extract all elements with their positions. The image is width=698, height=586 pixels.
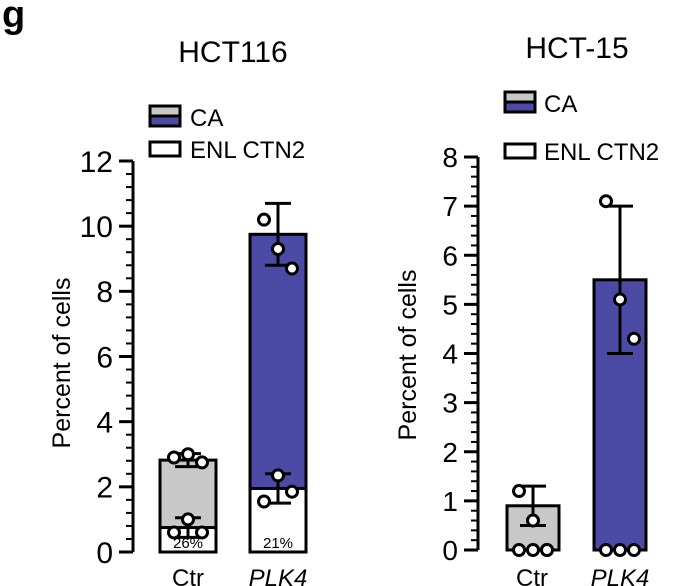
y-tick-label: 8 xyxy=(96,276,113,309)
y-tick-label: 12 xyxy=(80,146,113,179)
data-point-ca xyxy=(599,194,613,209)
legend: CA ENL CTN2 xyxy=(503,90,659,166)
data-point-ca xyxy=(285,261,299,276)
data-point-ca xyxy=(167,450,181,465)
data-point-ca xyxy=(195,455,209,470)
data-point-enl xyxy=(285,484,299,499)
legend-swatch-ca-bottom xyxy=(148,114,182,128)
legend: CA ENL CTN2 xyxy=(148,104,305,164)
y-axis-label: Percent of cells xyxy=(394,270,422,441)
plot-area xyxy=(505,194,648,557)
y-axis: 0 1 2 3 4 5 6 7 8 xyxy=(442,142,480,566)
legend-label-ca: CA xyxy=(190,105,223,132)
legend-swatch-enl xyxy=(148,140,182,158)
y-tick-label: 0 xyxy=(96,537,113,570)
data-point-ca xyxy=(526,513,540,528)
data-point-enl xyxy=(512,543,526,557)
x-axis-labels: Ctr PLK4 xyxy=(516,565,649,586)
y-tick-label: 6 xyxy=(96,341,113,374)
y-tick-label: 4 xyxy=(96,406,113,439)
data-point-ca xyxy=(613,292,627,307)
plot-area: 26% 21% xyxy=(158,201,308,554)
data-point-ca xyxy=(257,212,271,227)
y-tick-label: 3 xyxy=(442,388,458,419)
legend-label-ca: CA xyxy=(544,91,577,118)
legend-label-enl: ENL CTN2 xyxy=(544,139,659,166)
y-tick-label: 7 xyxy=(442,191,458,222)
y-tick-label: 1 xyxy=(442,486,458,517)
bar-percent-label: 21% xyxy=(263,535,293,552)
x-tick-label-plk4: PLK4 xyxy=(249,565,308,586)
data-point-ca xyxy=(512,484,526,499)
y-tick-label: 10 xyxy=(80,211,113,244)
panel-letter: g xyxy=(2,0,26,36)
data-point-enl xyxy=(599,543,613,557)
y-tick-label: 2 xyxy=(442,437,458,468)
data-point-ca xyxy=(181,447,195,462)
y-axis: 0 2 4 6 8 10 12 xyxy=(80,146,135,570)
x-tick-label-ctr: Ctr xyxy=(516,565,548,586)
data-point-enl xyxy=(257,494,271,509)
y-tick-label: 2 xyxy=(96,472,113,505)
x-axis-labels: Ctr PLK4 xyxy=(172,565,307,586)
data-point-enl xyxy=(627,543,641,557)
y-tick-label: 4 xyxy=(442,339,458,370)
legend-swatch-ca-bottom xyxy=(503,100,537,114)
data-point-enl xyxy=(271,468,285,483)
chart-hct15: HCT-15 CA ENL CTN2 Percent of cells 0 1 2 3… xyxy=(394,32,659,586)
data-point-ca xyxy=(271,241,285,256)
y-tick-label: 8 xyxy=(442,142,458,173)
x-tick-label-plk4: PLK4 xyxy=(591,565,650,586)
legend-label-enl: ENL CTN2 xyxy=(190,137,305,164)
legend-swatch-enl xyxy=(503,142,537,160)
y-axis-label: Percent of cells xyxy=(48,278,76,449)
y-tick-label: 6 xyxy=(442,240,458,271)
y-tick-label: 0 xyxy=(442,535,458,566)
chart-hct116: HCT116 CA ENL CTN2 Percent of cells 0 2 4 6… xyxy=(48,36,308,586)
chart-title: HCT-15 xyxy=(525,32,628,65)
data-point-enl xyxy=(526,543,540,557)
data-point-ca xyxy=(627,331,641,346)
y-tick-label: 5 xyxy=(442,289,458,320)
data-point-enl xyxy=(181,512,195,527)
chart-title: HCT116 xyxy=(178,36,287,69)
data-point-enl xyxy=(613,543,627,557)
data-point-enl xyxy=(540,543,554,557)
data-point-enl xyxy=(195,525,209,540)
bar-percent-label: 26% xyxy=(173,535,203,552)
x-tick-label-ctr: Ctr xyxy=(172,565,204,586)
data-point-enl xyxy=(167,525,181,540)
